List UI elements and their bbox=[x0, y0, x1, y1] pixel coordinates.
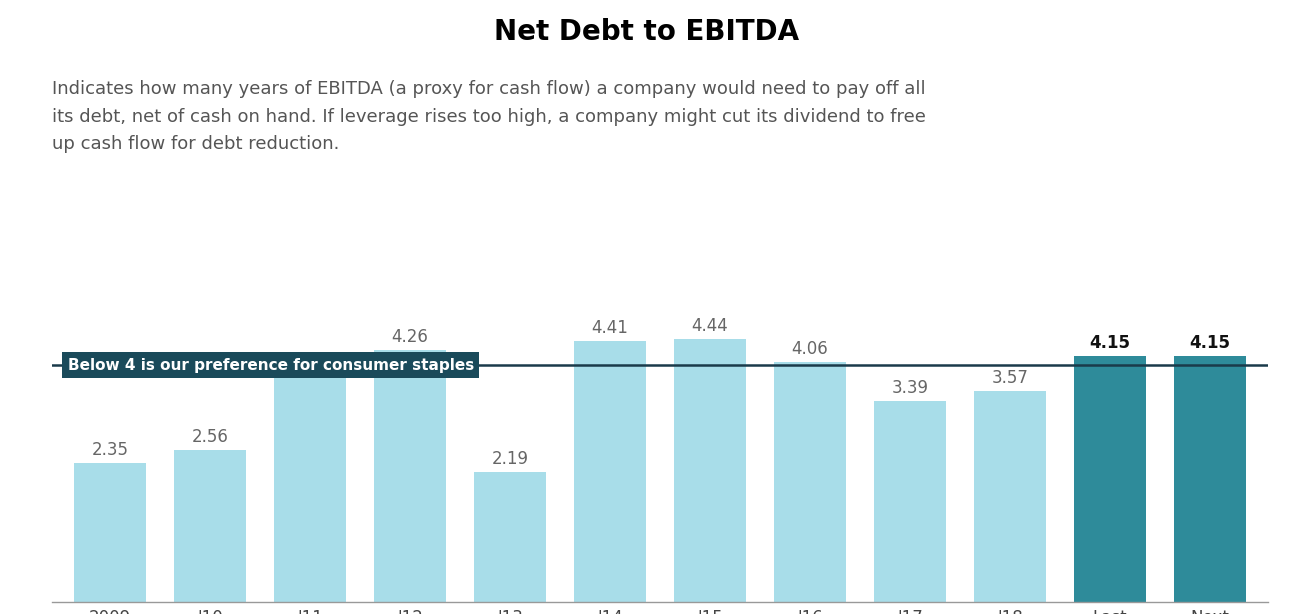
Text: 4.15: 4.15 bbox=[1090, 334, 1131, 352]
Bar bbox=[474, 472, 546, 602]
Text: 4.44: 4.44 bbox=[691, 317, 729, 335]
Bar bbox=[774, 362, 846, 602]
Bar bbox=[974, 391, 1046, 602]
Bar bbox=[274, 377, 345, 602]
Bar bbox=[173, 450, 246, 602]
Text: 4.26: 4.26 bbox=[391, 328, 428, 346]
Bar bbox=[575, 341, 646, 602]
Text: Below 4 is our preference for consumer staples: Below 4 is our preference for consumer s… bbox=[67, 358, 474, 373]
Text: 4.06: 4.06 bbox=[792, 340, 828, 357]
Bar bbox=[374, 350, 446, 602]
Bar bbox=[74, 463, 146, 602]
Text: 2.35: 2.35 bbox=[92, 441, 128, 459]
Text: 4.41: 4.41 bbox=[591, 319, 629, 337]
Text: 4.15: 4.15 bbox=[1189, 334, 1231, 352]
Text: 3.57: 3.57 bbox=[991, 368, 1029, 386]
Text: 2.56: 2.56 bbox=[192, 428, 228, 446]
Text: 3.39: 3.39 bbox=[892, 379, 929, 397]
Bar bbox=[1074, 356, 1146, 602]
Bar bbox=[674, 339, 745, 602]
Text: Net Debt to EBITDA: Net Debt to EBITDA bbox=[494, 18, 800, 47]
Text: 2.19: 2.19 bbox=[492, 450, 528, 468]
Bar bbox=[1174, 356, 1246, 602]
Text: Indicates how many years of EBITDA (a proxy for cash flow) a company would need : Indicates how many years of EBITDA (a pr… bbox=[52, 80, 925, 154]
Bar bbox=[873, 402, 946, 602]
